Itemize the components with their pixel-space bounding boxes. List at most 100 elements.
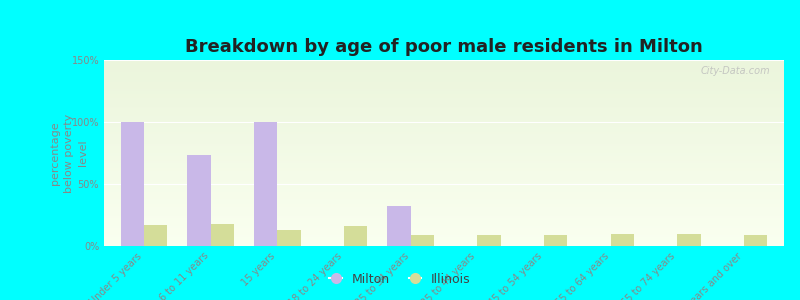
Bar (104, 158, 784, 159)
Bar (104, 170, 784, 171)
Bar (187, 155, 210, 246)
Bar (104, 227, 784, 228)
Bar (104, 129, 784, 130)
Bar (104, 183, 784, 184)
Bar (387, 206, 410, 246)
Bar (104, 236, 784, 237)
Bar (121, 122, 144, 246)
Bar (104, 232, 784, 233)
Bar (104, 118, 784, 119)
Bar (344, 226, 367, 246)
Bar (104, 116, 784, 117)
Bar (104, 216, 784, 217)
Bar (104, 139, 784, 140)
Bar (104, 245, 784, 246)
Bar (104, 83, 784, 84)
Bar (104, 145, 784, 146)
Bar (478, 235, 501, 246)
Bar (104, 137, 784, 138)
Bar (104, 127, 784, 128)
Bar (104, 157, 784, 158)
Bar (104, 238, 784, 239)
Bar (254, 122, 278, 246)
Bar (104, 203, 784, 204)
Bar (104, 162, 784, 163)
Bar (104, 112, 784, 113)
Bar (104, 244, 784, 245)
Bar (104, 212, 784, 214)
Bar (104, 63, 784, 64)
Bar (104, 120, 784, 122)
Bar (104, 87, 784, 88)
Bar (104, 196, 784, 197)
Bar (104, 73, 784, 74)
Bar (104, 66, 784, 67)
Bar (104, 70, 784, 71)
Bar (104, 218, 784, 219)
Bar (104, 144, 784, 145)
Bar (104, 114, 784, 115)
Bar (104, 177, 784, 178)
Bar (104, 134, 784, 135)
Bar (104, 136, 784, 137)
Bar (610, 234, 634, 246)
Bar (104, 89, 784, 90)
Bar (104, 69, 784, 70)
Bar (104, 168, 784, 169)
Bar (104, 143, 784, 144)
Bar (104, 233, 784, 234)
Bar (104, 151, 784, 152)
Bar (104, 81, 784, 82)
Bar (104, 210, 784, 211)
Bar (104, 181, 784, 182)
Bar (104, 130, 784, 131)
Bar (104, 206, 784, 207)
Bar (104, 237, 784, 238)
Bar (104, 80, 784, 81)
Bar (104, 243, 784, 244)
Bar (104, 88, 784, 89)
Bar (104, 225, 784, 226)
Bar (104, 107, 784, 108)
Bar (104, 146, 784, 147)
Bar (104, 163, 784, 164)
Bar (104, 164, 784, 165)
Bar (210, 224, 234, 246)
Bar (104, 189, 784, 190)
Bar (104, 156, 784, 157)
Bar (104, 96, 784, 97)
Bar (104, 161, 784, 162)
Bar (410, 235, 434, 246)
Bar (104, 71, 784, 72)
Bar (104, 61, 784, 62)
Bar (104, 219, 784, 220)
Bar (104, 160, 784, 161)
Bar (104, 150, 784, 151)
Bar (104, 135, 784, 136)
Bar (104, 207, 784, 208)
Bar (104, 220, 784, 221)
Bar (104, 171, 784, 172)
Bar (104, 173, 784, 174)
Bar (104, 200, 784, 201)
Bar (104, 192, 784, 193)
Bar (104, 78, 784, 79)
Bar (104, 118, 784, 119)
Bar (104, 240, 784, 241)
Bar (104, 147, 784, 148)
Bar (104, 190, 784, 191)
Bar (104, 60, 784, 61)
Bar (104, 235, 784, 236)
Bar (104, 197, 784, 198)
Bar (104, 191, 784, 192)
Bar (104, 176, 784, 177)
Bar (104, 167, 784, 168)
Bar (104, 201, 784, 202)
Bar (104, 82, 784, 83)
Bar (104, 124, 784, 125)
Bar (104, 133, 784, 134)
Bar (104, 204, 784, 205)
Bar (104, 180, 784, 181)
Bar (104, 199, 784, 200)
Bar (104, 141, 784, 142)
